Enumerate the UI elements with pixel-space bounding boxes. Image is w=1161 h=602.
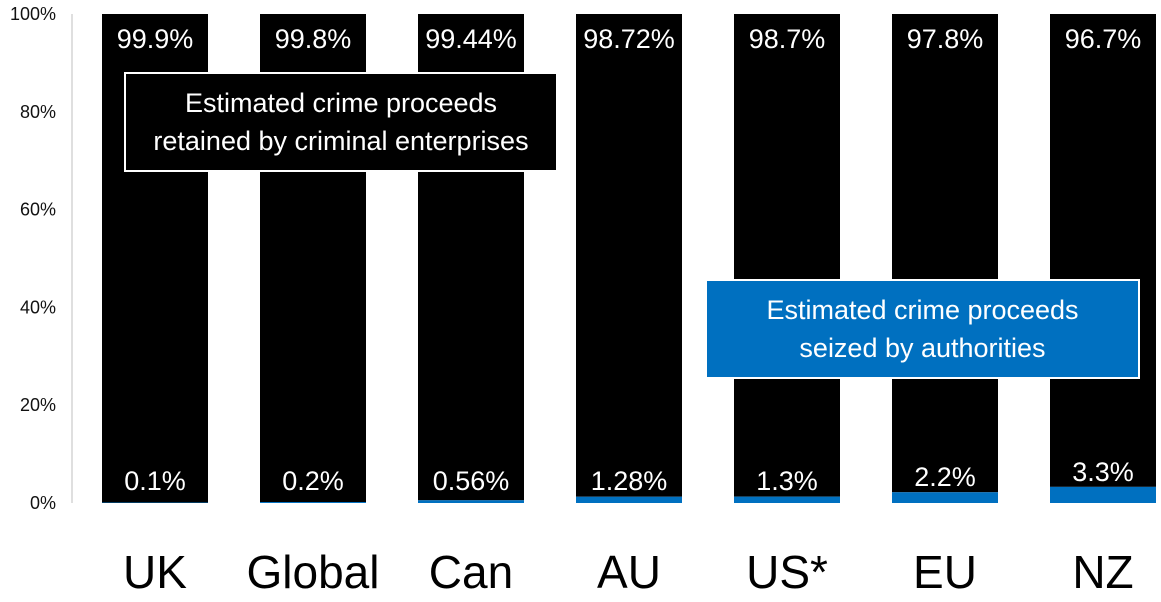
y-tick-label: 20% bbox=[20, 395, 56, 415]
label-retained: 97.8% bbox=[907, 24, 984, 54]
x-tick-label: Global bbox=[247, 546, 380, 598]
x-tick-label: AU bbox=[597, 546, 661, 598]
x-tick-label: Can bbox=[429, 546, 513, 598]
label-seized: 2.2% bbox=[914, 462, 976, 492]
label-retained: 99.8% bbox=[275, 24, 352, 54]
label-seized: 1.3% bbox=[756, 466, 818, 496]
bar-seized bbox=[576, 496, 682, 503]
bar-seized bbox=[418, 500, 524, 503]
bar-retained bbox=[576, 14, 682, 497]
bar-retained bbox=[1050, 14, 1156, 487]
label-seized: 3.3% bbox=[1072, 457, 1134, 487]
x-tick-label: NZ bbox=[1072, 546, 1133, 598]
label-retained: 99.44% bbox=[425, 24, 517, 54]
y-tick-label: 40% bbox=[20, 297, 56, 317]
label-seized: 1.28% bbox=[591, 466, 668, 496]
bar-seized bbox=[734, 496, 840, 503]
x-axis-ticks: UK Global Can AU US* EU NZ bbox=[123, 546, 1134, 598]
x-tick-label: EU bbox=[913, 546, 977, 598]
legend-seized-line2: seized by authorities bbox=[799, 333, 1046, 363]
legend-seized: Estimated crime proceeds seized by autho… bbox=[705, 279, 1140, 379]
bar-seized bbox=[892, 492, 998, 503]
data-labels: 99.9% 0.1% 99.8% 0.2% 99.44% 0.56% 98.72% 1.28%… bbox=[117, 24, 1142, 496]
legend-retained: Estimated crime proceeds retained by cri… bbox=[124, 72, 558, 172]
x-tick-label: UK bbox=[123, 546, 187, 598]
y-tick-label: 60% bbox=[20, 200, 56, 220]
bars bbox=[102, 14, 1156, 503]
legend-retained-line1: Estimated crime proceeds bbox=[184, 88, 498, 118]
y-axis-ticks: 0% 20% 40% 60% 80% 100% bbox=[10, 4, 56, 513]
y-tick-label: 80% bbox=[20, 102, 56, 122]
label-retained: 96.7% bbox=[1065, 24, 1142, 54]
bar-seized bbox=[260, 502, 366, 503]
y-tick-label: 100% bbox=[10, 4, 56, 24]
bar-seized bbox=[1050, 486, 1156, 503]
legend-retained-line2: retained by criminal enterprises bbox=[153, 126, 529, 156]
label-retained: 98.7% bbox=[749, 24, 826, 54]
label-retained: 98.72% bbox=[583, 24, 675, 54]
label-seized: 0.2% bbox=[282, 466, 344, 496]
label-seized: 0.56% bbox=[433, 466, 510, 496]
x-tick-label: US* bbox=[746, 546, 828, 598]
bar-retained bbox=[734, 14, 840, 497]
bar-retained bbox=[892, 14, 998, 493]
legend-seized-line1: Estimated crime proceeds bbox=[766, 295, 1079, 325]
label-retained: 99.9% bbox=[117, 24, 194, 54]
label-seized: 0.1% bbox=[124, 466, 186, 496]
y-tick-label: 0% bbox=[30, 493, 56, 513]
